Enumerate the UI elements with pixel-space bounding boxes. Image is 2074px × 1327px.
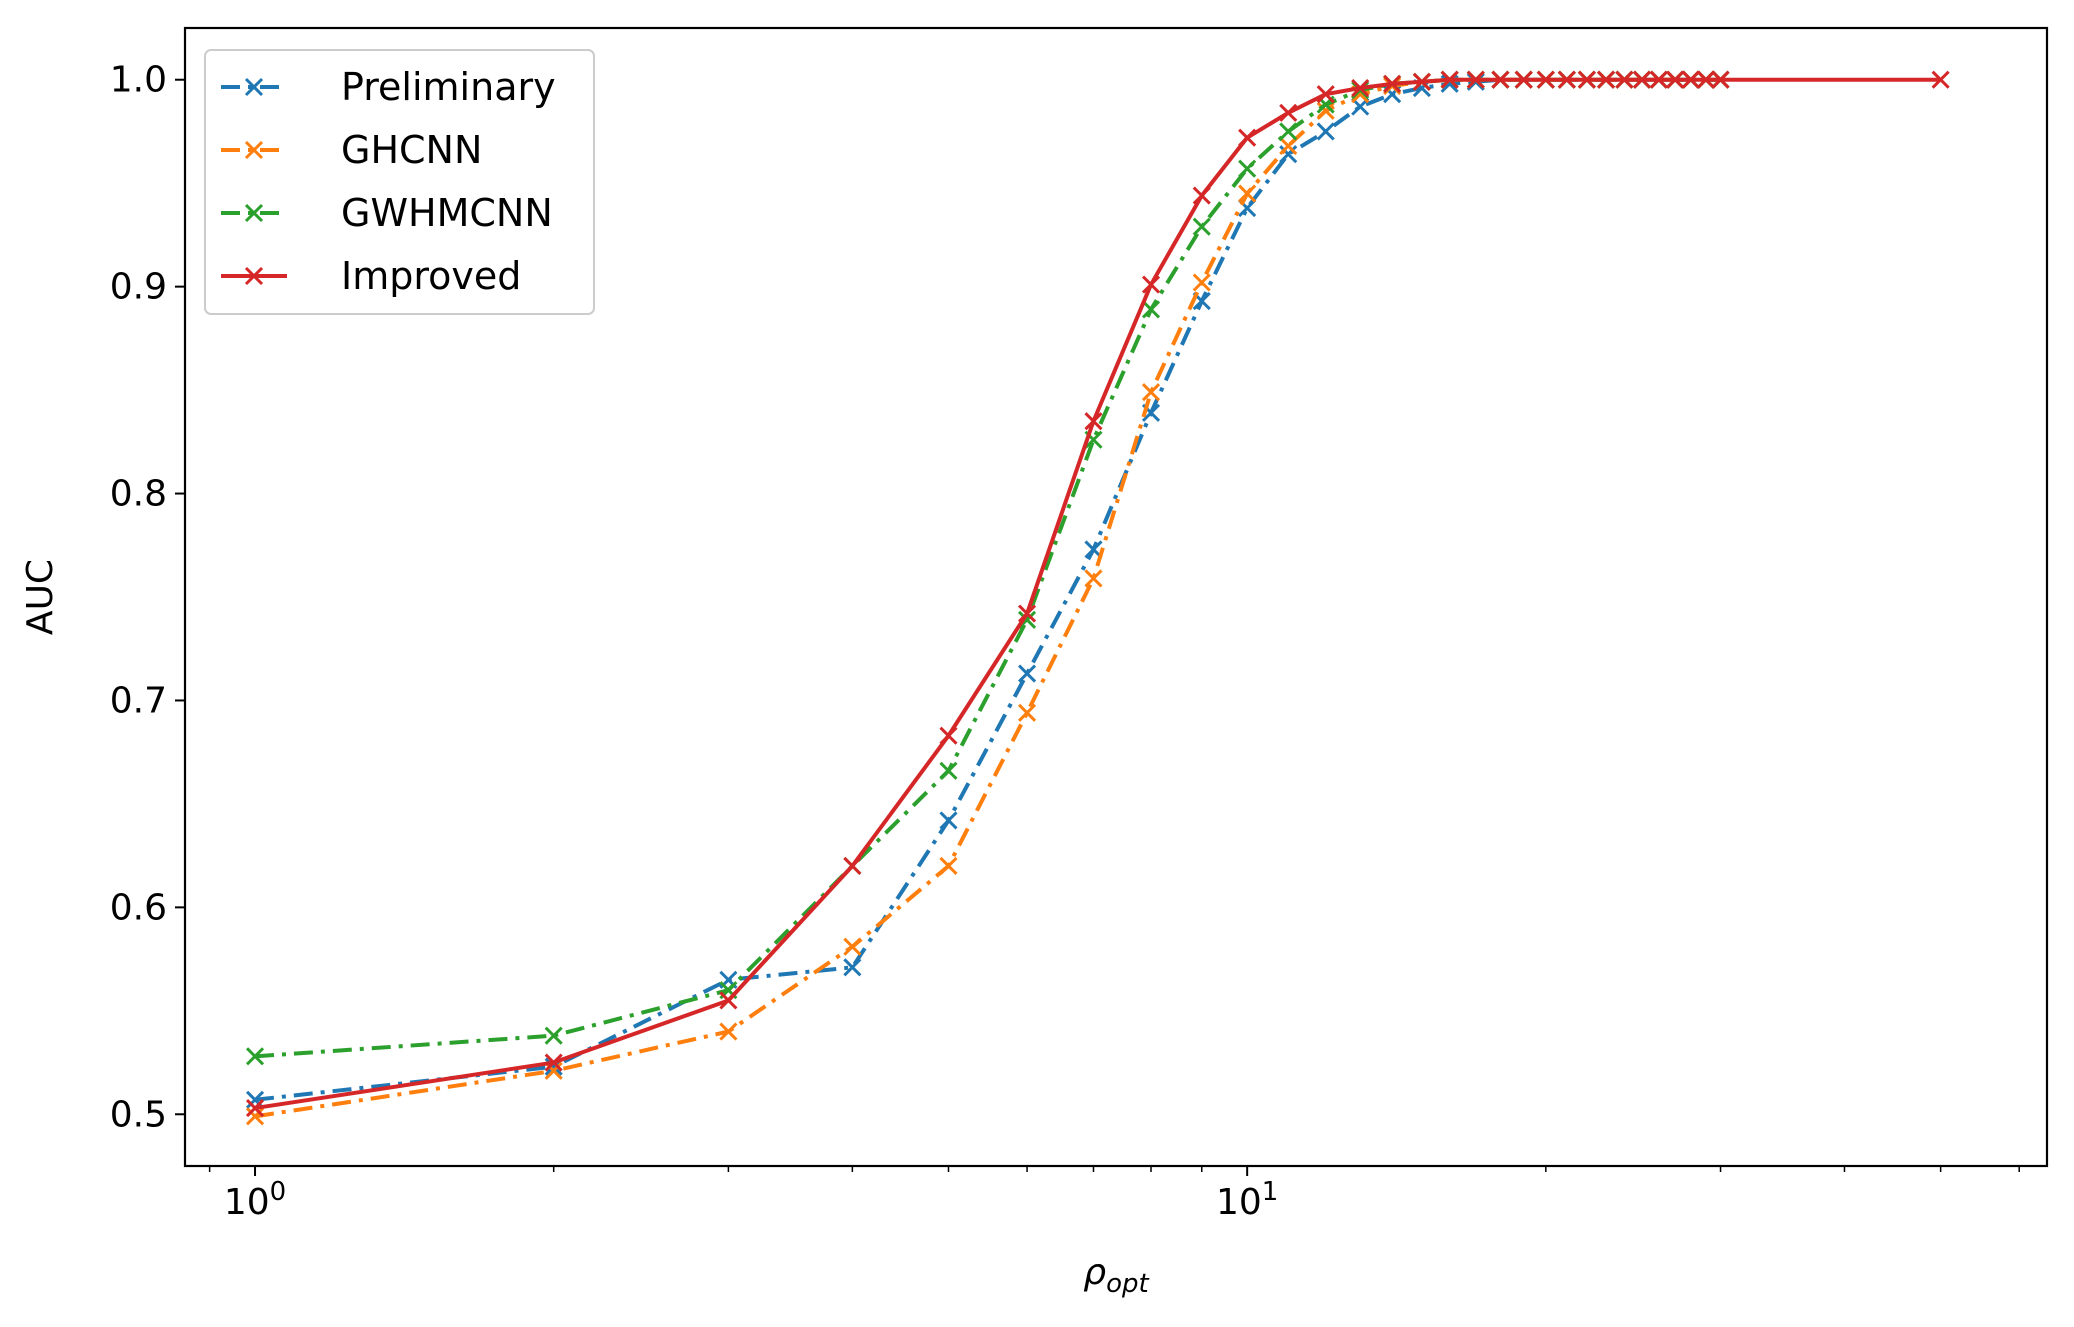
y-axis-label: AUC	[20, 559, 61, 635]
legend-marker	[244, 77, 264, 97]
data-point	[843, 937, 862, 956]
data-point	[1557, 70, 1576, 89]
x-tick-label: 100	[224, 1177, 286, 1223]
data-point	[843, 958, 862, 977]
data-point	[1279, 136, 1298, 155]
data-point	[1192, 186, 1211, 205]
series-improved	[245, 70, 1950, 1118]
data-point	[1514, 70, 1533, 89]
data-point	[1279, 103, 1298, 122]
data-point	[1238, 184, 1257, 203]
legend-label: Preliminary	[341, 65, 556, 109]
legend-label: GWHMCNN	[341, 191, 553, 235]
legend-label: GHCNN	[341, 128, 482, 172]
legend-marker	[244, 140, 264, 160]
x-axis-label: ρopt	[1083, 1252, 1149, 1299]
legend-item-ghcnn: GHCNN	[221, 128, 482, 172]
data-point	[1491, 70, 1510, 89]
y-tick-label: 1.0	[110, 60, 167, 101]
data-point	[1279, 122, 1298, 141]
data-point	[1596, 70, 1616, 89]
data-point	[1649, 70, 1668, 89]
legend-marker	[244, 266, 264, 286]
data-point	[719, 1022, 738, 1041]
data-point	[1466, 70, 1485, 89]
data-point	[1316, 122, 1335, 141]
x-axis-label-subscript: opt	[1106, 1269, 1149, 1299]
data-point	[1017, 703, 1037, 722]
data-point	[1931, 70, 1950, 89]
data-point	[843, 856, 862, 876]
data-point	[1412, 72, 1431, 91]
data-point	[1017, 664, 1037, 683]
data-point	[245, 1099, 265, 1118]
plot-frame	[183, 26, 2049, 1168]
legend-item-gwhmcnn: GWHMCNN	[221, 191, 553, 235]
data-point	[1192, 217, 1211, 236]
legend-label: Improved	[341, 254, 521, 298]
y-tick-label: 0.8	[110, 474, 167, 515]
data-point	[1577, 70, 1596, 89]
data-point	[1632, 70, 1652, 89]
legend: Preliminary GHCNN GWHMCNN Improved	[204, 49, 595, 315]
data-point	[1711, 70, 1730, 89]
series-layer	[245, 70, 1950, 1126]
data-point	[245, 1047, 265, 1066]
y-tick-label: 0.7	[110, 680, 167, 721]
data-point	[544, 1026, 563, 1045]
data-point	[245, 1107, 265, 1126]
data-point	[1696, 70, 1715, 89]
data-point	[1141, 383, 1161, 402]
axes-layer: 0.5 0.6 0.7 0.8 0.9 1.0 100 101	[110, 60, 2020, 1223]
data-point	[1440, 70, 1459, 89]
data-point	[719, 991, 738, 1010]
x-axis-label-symbol: ρ	[1083, 1252, 1106, 1293]
data-point	[1351, 78, 1370, 98]
data-point	[1316, 85, 1335, 104]
x-tick-label: 101	[1216, 1177, 1278, 1223]
data-point	[939, 761, 958, 780]
data-point	[939, 726, 958, 745]
y-tick-label: 0.6	[110, 887, 167, 928]
data-point	[1084, 412, 1103, 431]
data-point	[1681, 70, 1700, 89]
legend-box	[204, 49, 595, 315]
data-point	[1279, 145, 1298, 164]
legend-marker	[244, 203, 264, 223]
data-point	[1084, 569, 1103, 588]
data-point	[544, 1053, 563, 1072]
data-point	[1141, 300, 1161, 319]
data-point	[544, 1061, 563, 1080]
data-point	[1192, 273, 1211, 292]
data-point	[1141, 275, 1161, 294]
data-point	[939, 856, 958, 876]
data-point	[1316, 101, 1335, 120]
y-tick-label: 0.9	[110, 267, 167, 308]
y-tick-label: 0.5	[110, 1094, 167, 1135]
data-point	[1238, 159, 1257, 178]
data-point	[245, 1090, 265, 1109]
legend-item-improved: Improved	[221, 254, 521, 298]
data-point	[939, 811, 958, 830]
legend-item-preliminary: Preliminary	[221, 65, 556, 109]
data-point	[1238, 128, 1257, 147]
data-point	[1017, 604, 1037, 623]
data-point	[1536, 70, 1555, 89]
data-point	[1666, 70, 1685, 89]
data-point	[1615, 70, 1634, 89]
data-point	[1383, 74, 1402, 93]
